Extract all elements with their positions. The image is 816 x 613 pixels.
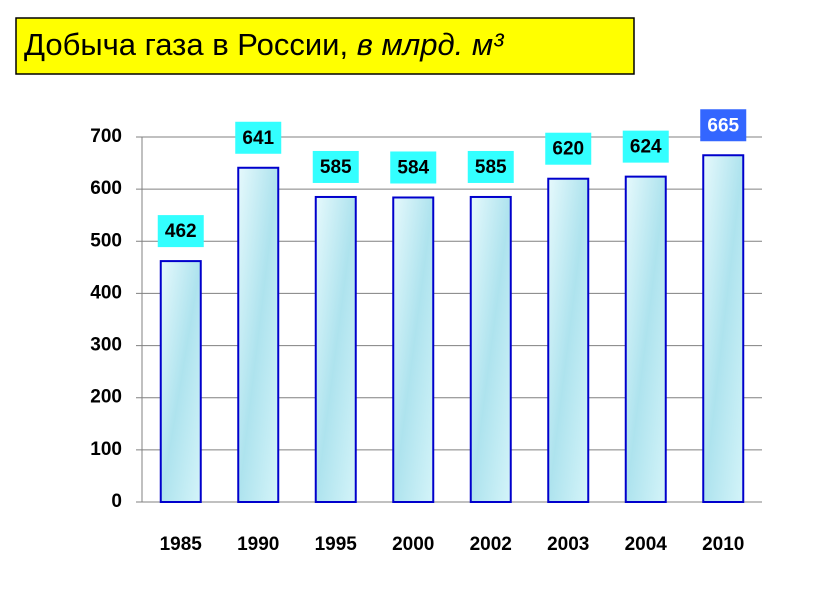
value-label-box bbox=[390, 151, 437, 184]
y-tick-label: 100 bbox=[90, 439, 122, 460]
x-tick-label: 2002 bbox=[470, 534, 512, 555]
y-tick-label: 400 bbox=[90, 282, 122, 303]
value-label: 620 bbox=[552, 139, 584, 160]
x-tick-label: 1985 bbox=[160, 534, 203, 555]
value-label: 665 bbox=[707, 115, 739, 136]
value-label-box bbox=[235, 121, 282, 154]
x-tick-label: 1990 bbox=[237, 534, 279, 555]
x-tick-label: 2004 bbox=[625, 534, 668, 555]
value-label-box bbox=[467, 150, 514, 183]
value-label-box bbox=[700, 109, 747, 142]
value-label: 584 bbox=[397, 158, 429, 179]
bar bbox=[314, 195, 357, 503]
value-label: 462 bbox=[165, 221, 197, 242]
value-label-box bbox=[157, 215, 204, 248]
chart-title: Добыча газа в России, в млрд. м³ bbox=[24, 27, 505, 62]
y-tick-label: 700 bbox=[90, 126, 122, 147]
y-tick-label: 0 bbox=[111, 491, 122, 512]
y-tick-label: 600 bbox=[90, 178, 122, 199]
bar bbox=[392, 196, 435, 503]
bar bbox=[159, 260, 202, 503]
y-tick-label: 300 bbox=[90, 335, 122, 356]
value-label-box bbox=[545, 132, 592, 165]
x-tick-label: 1995 bbox=[315, 534, 358, 555]
bar bbox=[547, 177, 590, 503]
value-label-box bbox=[622, 130, 669, 163]
bar bbox=[237, 166, 280, 503]
y-tick-label: 500 bbox=[90, 230, 122, 251]
value-label: 585 bbox=[320, 157, 352, 178]
x-tick-label: 2010 bbox=[702, 534, 744, 555]
value-label: 624 bbox=[630, 137, 662, 158]
value-label-box bbox=[312, 150, 359, 183]
bar bbox=[624, 175, 667, 503]
x-tick-label: 2000 bbox=[392, 534, 434, 555]
value-label: 585 bbox=[475, 157, 507, 178]
title-box bbox=[15, 17, 635, 75]
title-main: Добыча газа в России, bbox=[24, 27, 348, 62]
value-label: 641 bbox=[242, 128, 274, 149]
x-tick-label: 2003 bbox=[547, 534, 589, 555]
y-tick-label: 200 bbox=[90, 387, 122, 408]
bar bbox=[702, 154, 745, 503]
bar bbox=[469, 195, 512, 503]
title-unit: в млрд. м³ bbox=[357, 27, 505, 62]
